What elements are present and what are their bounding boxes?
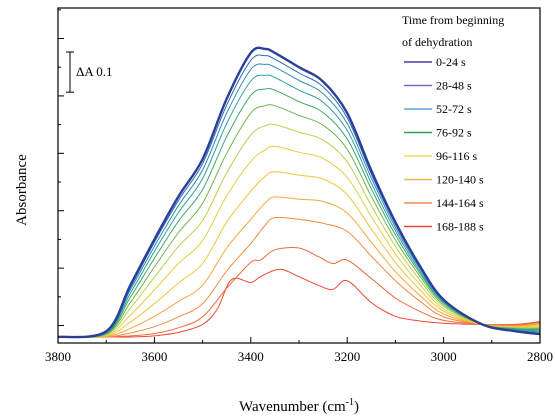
spectrum-line-9 <box>58 171 540 338</box>
spectrum-line-5 <box>58 87 540 339</box>
scale-bar-label: ΔA 0.1 <box>76 64 113 79</box>
spectrum-line-11 <box>58 216 540 338</box>
legend-label: 168-188 s <box>436 220 484 234</box>
legend-label: 0-24 s <box>436 55 466 69</box>
spectrum-line-8 <box>58 145 540 338</box>
x-tick-label: 3200 <box>334 349 360 364</box>
spectrum-line-13 <box>58 268 540 338</box>
legend-label: 76-92 s <box>436 126 472 140</box>
x-axis-ticks: 3800 3600 3400 3200 3000 2800 <box>45 337 553 364</box>
legend-title-line2: of dehydration <box>402 35 472 49</box>
legend-title-line1: Time from beginning <box>402 13 504 27</box>
x-tick-label: 3400 <box>238 349 264 364</box>
x-axis-title-text: Wavenumber (cm <box>239 399 346 415</box>
spectrum-line-7 <box>58 123 540 338</box>
x-tick-label: 3000 <box>431 349 457 364</box>
spectrum-line-6 <box>58 104 540 339</box>
legend-entries: 0-24 s 28-48 s 52-72 s 76-92 s 96-116 s 120-1… <box>404 55 484 234</box>
legend-label: 28-48 s <box>436 79 472 93</box>
y-axis-ticks <box>58 9 64 327</box>
spectrum-line-12 <box>58 247 540 338</box>
spectrum-series-group <box>58 46 540 339</box>
x-axis-title-sup: -1 <box>346 397 354 408</box>
spectrum-line-4 <box>58 74 540 338</box>
legend-label: 52-72 s <box>436 102 472 116</box>
y-axis-title: Absorbance <box>14 154 30 226</box>
x-tick-label: 3800 <box>45 349 71 364</box>
spectrum-line-1 <box>58 46 540 339</box>
legend-label: 144-164 s <box>436 196 484 210</box>
legend-label: 120-140 s <box>436 173 484 187</box>
x-tick-label: 2800 <box>527 349 553 364</box>
x-axis-title: Wavenumber (cm-1) <box>239 397 359 415</box>
x-tick-label: 3600 <box>141 349 167 364</box>
spectrum-line-10 <box>58 196 540 338</box>
x-axis-title-close: ) <box>354 399 359 415</box>
legend-label: 96-116 s <box>436 149 478 163</box>
legend: Time from beginning of dehydration 0-24 … <box>402 13 504 234</box>
scale-bar: ΔA 0.1 <box>66 51 113 93</box>
